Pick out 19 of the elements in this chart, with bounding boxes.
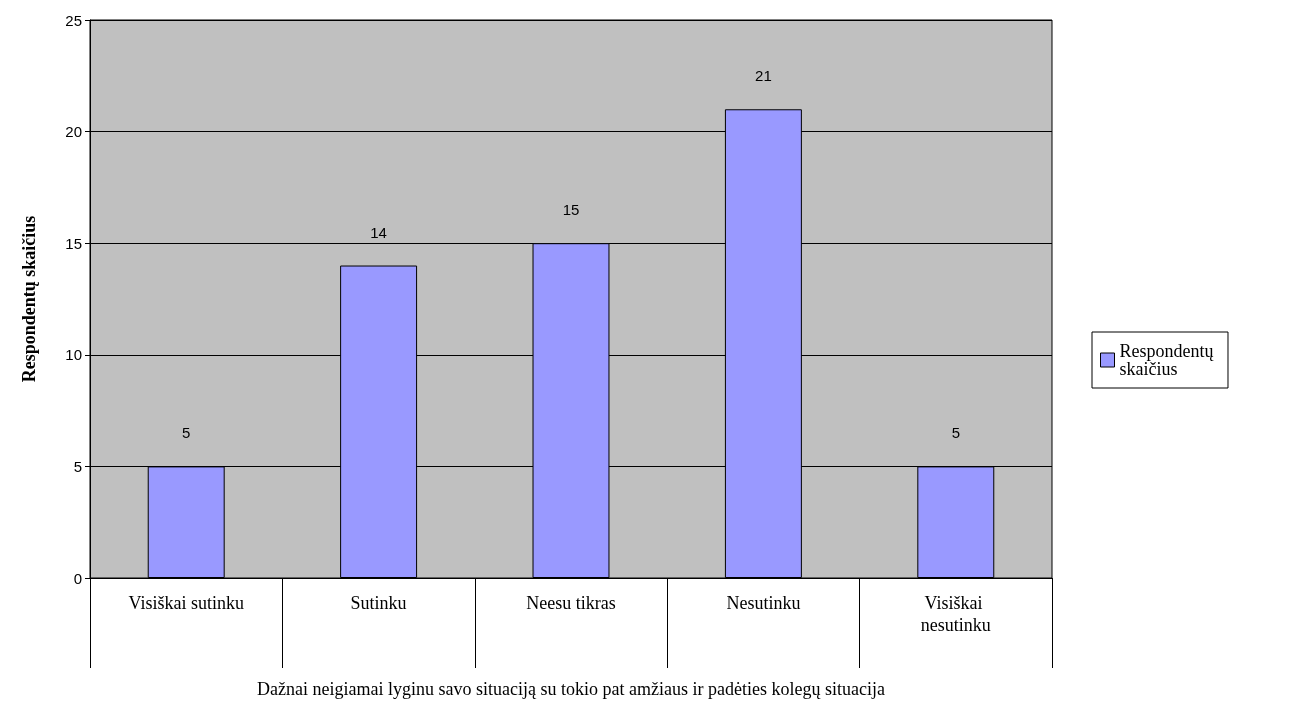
y-tick-label: 15 (65, 234, 82, 252)
data-label: 15 (562, 201, 580, 219)
y-tick-label: 25 (65, 11, 82, 29)
x-tick-label: Neesu tikras (526, 593, 616, 613)
x-tick-label: Visiškai nesutinku (920, 593, 991, 635)
y-tick-label: 20 (65, 123, 82, 141)
data-label: 5 (182, 424, 191, 442)
y-tick-label: 5 (73, 457, 82, 475)
y-tick-label: 0 (73, 569, 82, 587)
y-tick-label: 10 (65, 346, 82, 364)
x-tick-label: Visiškai sutinku (128, 593, 244, 613)
data-label: 21 (755, 67, 772, 85)
x-tick-label: Nesutinku (726, 593, 801, 613)
y-axis-title: Respondentų skaičius (19, 215, 39, 383)
data-label: 5 (951, 424, 960, 442)
x-tick-label: Sutinku (350, 593, 407, 613)
legend-label: Respondentų skaičius (1119, 341, 1219, 379)
x-axis-title: Dažnai neigiamai lyginu savo situaciją su tokio pat amžiaus ir padėties kolegų situacija (257, 679, 885, 699)
data-label: 14 (370, 223, 387, 241)
